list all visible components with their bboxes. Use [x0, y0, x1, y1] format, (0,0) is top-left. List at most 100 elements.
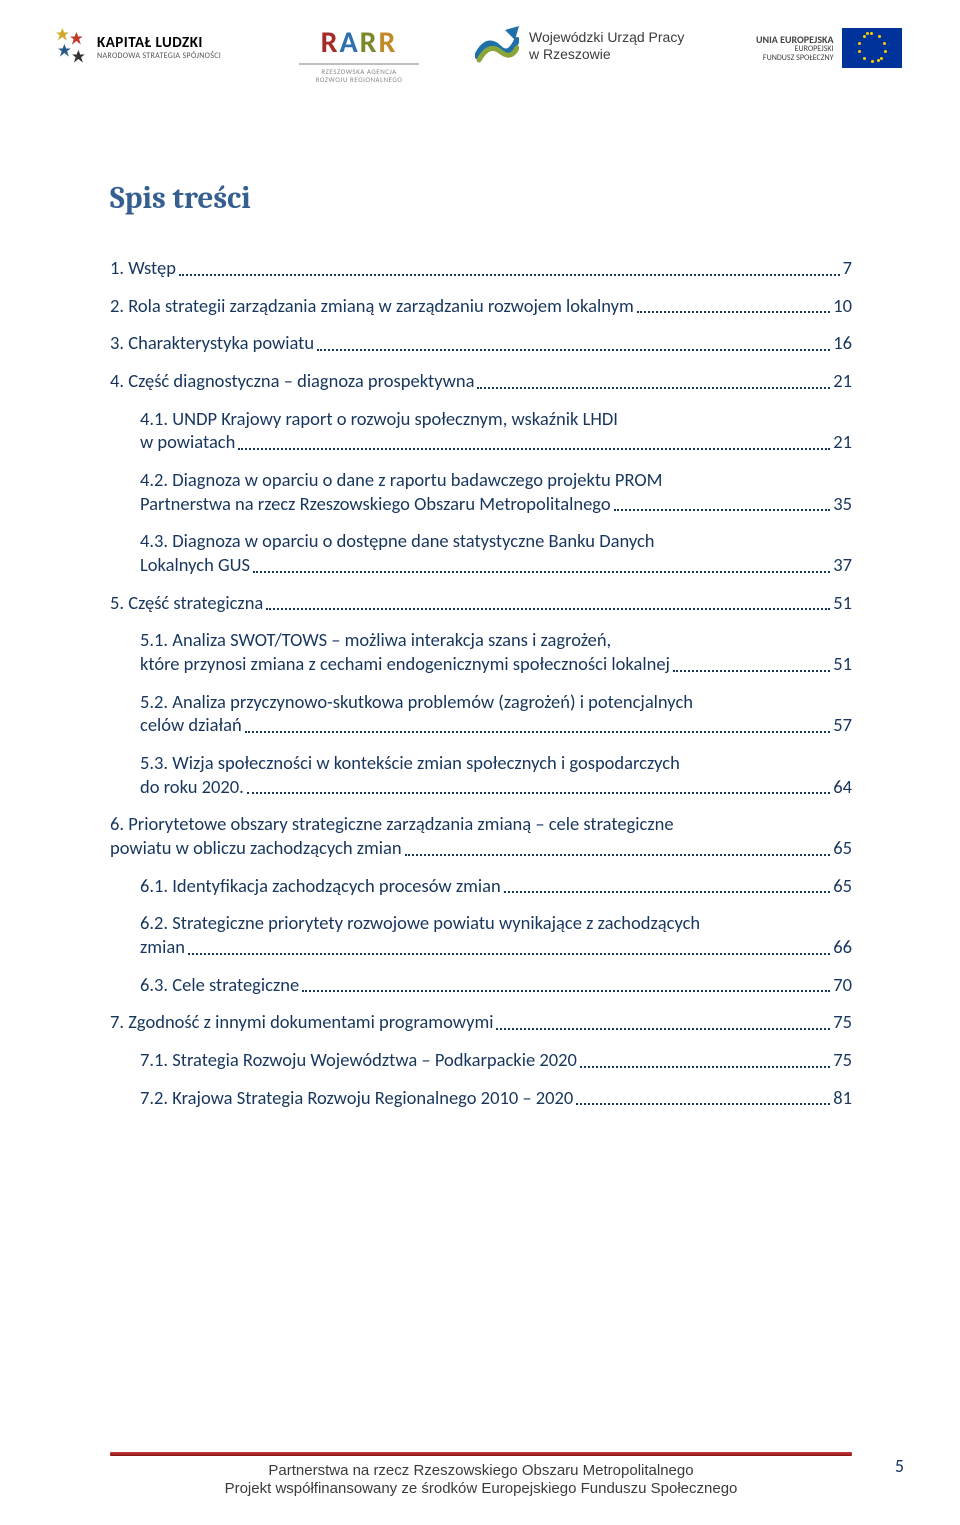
logo-kapital-ludzki: KAPITAŁ LUDZKI NARODOWA STRATEGIA SPÓJNO… [55, 28, 221, 68]
toc-entry-page: 10 [833, 294, 852, 318]
rarr-subtitle: RZESZOWSKA AGENCJA ROZWOJU REGIONALNEGO [316, 68, 403, 83]
toc-entry-text-line1: 6. Priorytetowe obszary strategiczne zar… [110, 812, 852, 836]
toc-leader-dots [247, 791, 830, 794]
toc-entry-page: 75 [833, 1010, 852, 1034]
toc-entry: 5. Część strategiczna 51 [110, 591, 852, 615]
toc-leader-dots [238, 447, 830, 450]
toc-leader-dots [496, 1027, 830, 1030]
rarr-wordmark: RARR [321, 24, 398, 61]
toc-entry-text: 7.2. Krajowa Strategia Rozwoju Regionaln… [140, 1086, 573, 1110]
toc-entry: 7.1. Strategia Rozwoju Województwa – Pod… [110, 1048, 852, 1072]
kapital-ludzki-icon [55, 28, 89, 68]
toc-entry-text-line2: zmian [140, 935, 185, 959]
toc-entry-text-line2: do roku 2020. [140, 775, 244, 799]
toc-entry-page: 16 [833, 331, 852, 355]
toc-leader-dots [405, 853, 831, 856]
page-number: 5 [895, 1455, 904, 1477]
toc-entry: 4.3. Diagnoza w oparciu o dostępne dane … [110, 529, 852, 576]
toc-entry: 4.2. Diagnoza w oparciu o dane z raportu… [110, 468, 852, 515]
logo-rarr: RARR RZESZOWSKA AGENCJA ROZWOJU REGIONAL… [299, 24, 419, 83]
toc-leader-dots [504, 890, 830, 893]
toc-leader-dots [266, 607, 830, 610]
toc-entry-page: 51 [833, 652, 852, 676]
toc-leader-dots [673, 669, 830, 672]
toc-entry: 5.3. Wizja społeczności w kontekście zmi… [110, 751, 852, 798]
toc-entry-page: 81 [833, 1086, 852, 1110]
toc-entry-page: 35 [833, 492, 852, 516]
toc-leader-dots [302, 989, 830, 992]
toc-entry: 1. Wstęp 7 [110, 256, 852, 280]
toc-entry-page: 21 [833, 430, 852, 454]
footer-text: Partnerstwa na rzecz Rzeszowskiego Obsza… [110, 1462, 852, 1500]
toc-leader-dots [576, 1102, 830, 1105]
toc-entry-text-line1: 5.1. Analiza SWOT/TOWS – możliwa interak… [140, 628, 852, 652]
toc-entry: 3. Charakterystyka powiatu 16 [110, 331, 852, 355]
toc-entry-text-line2: powiatu w obliczu zachodzących zmian [110, 836, 402, 860]
toc-entry-page: 75 [833, 1048, 852, 1072]
toc-entry-page: 7 [843, 256, 852, 280]
toc-leader-dots [614, 508, 831, 511]
toc-entry: 4.1. UNDP Krajowy raport o rozwoju społe… [110, 407, 852, 454]
kl-title: KAPITAŁ LUDZKI [97, 36, 221, 52]
toc-entry-text-line2: Lokalnych GUS [140, 553, 250, 577]
toc-entry-text: 7.1. Strategia Rozwoju Województwa – Pod… [140, 1048, 577, 1072]
eu-flag-icon [842, 28, 902, 68]
kapital-ludzki-text: KAPITAŁ LUDZKI NARODOWA STRATEGIA SPÓJNO… [97, 36, 221, 60]
toc-leader-dots [317, 348, 830, 351]
toc-entry-page: 37 [833, 553, 852, 577]
toc-entry-text-line2: które przynosi zmiana z cechami endogeni… [140, 652, 670, 676]
rarr-divider [299, 63, 419, 65]
toc-entry-text: 3. Charakterystyka powiatu [110, 331, 314, 355]
toc-entry-page: 70 [833, 973, 852, 997]
logo-wup: Wojewódzki Urząd Pracy w Rzeszowie [475, 26, 684, 66]
page-title: Spis treści [110, 180, 251, 216]
toc-entry-text-line2: celów działań [140, 713, 242, 737]
wup-icon [475, 26, 519, 66]
kl-subtitle: NARODOWA STRATEGIA SPÓJNOŚCI [97, 52, 221, 60]
toc-entry-text-line1: 4.2. Diagnoza w oparciu o dane z raportu… [140, 468, 852, 492]
eu-text: UNIA EUROPEJSKA EUROPEJSKI FUNDUSZ SPOŁE… [756, 34, 834, 63]
toc-entry-text: 1. Wstęp [110, 256, 176, 280]
toc-entry-text-line1: 5.3. Wizja społeczności w kontekście zmi… [140, 751, 852, 775]
toc-entry-text-line1: 4.1. UNDP Krajowy raport o rozwoju społe… [140, 407, 852, 431]
toc-leader-dots [637, 310, 830, 313]
toc-entry-text: 6.1. Identyfikacja zachodzących procesów… [140, 874, 501, 898]
toc-entry-text-line2: w powiatach [140, 430, 235, 454]
toc-entry: 5.1. Analiza SWOT/TOWS – możliwa interak… [110, 628, 852, 675]
toc-entry-page: 65 [833, 874, 852, 898]
toc-entry-page: 57 [833, 713, 852, 737]
toc-entry-text-line1: 5.2. Analiza przyczynowo-skutkowa proble… [140, 690, 852, 714]
toc-entry-text-line1: 4.3. Diagnoza w oparciu o dostępne dane … [140, 529, 852, 553]
table-of-contents: 1. Wstęp 7 2. Rola strategii zarządzania z… [110, 256, 852, 1123]
toc-entry: 6. Priorytetowe obszary strategiczne zar… [110, 812, 852, 859]
toc-entry-page: 21 [833, 369, 852, 393]
toc-entry: 4. Część diagnostyczna – diagnoza prospe… [110, 369, 852, 393]
toc-entry-text: 7. Zgodność z innymi dokumentami program… [110, 1010, 493, 1034]
toc-entry-page: 51 [833, 591, 852, 615]
footer-bar [110, 1452, 852, 1456]
toc-entry: 7.2. Krajowa Strategia Rozwoju Regionaln… [110, 1086, 852, 1110]
toc-entry: 5.2. Analiza przyczynowo-skutkowa proble… [110, 690, 852, 737]
header-logos: KAPITAŁ LUDZKI NARODOWA STRATEGIA SPÓJNO… [0, 22, 960, 117]
toc-entry-page: 65 [833, 836, 852, 860]
toc-leader-dots [253, 570, 830, 573]
toc-leader-dots [477, 386, 830, 389]
document-page: KAPITAŁ LUDZKI NARODOWA STRATEGIA SPÓJNO… [0, 0, 960, 1525]
toc-entry-text: 6.3. Cele strategiczne [140, 973, 299, 997]
toc-entry-page: 66 [833, 935, 852, 959]
toc-entry-text: 4. Część diagnostyczna – diagnoza prospe… [110, 369, 474, 393]
toc-entry: 6.2. Strategiczne priorytety rozwojowe p… [110, 911, 852, 958]
toc-leader-dots [179, 273, 840, 276]
page-footer: Partnerstwa na rzecz Rzeszowskiego Obsza… [110, 1452, 852, 1500]
toc-entry: 7. Zgodność z innymi dokumentami program… [110, 1010, 852, 1034]
toc-leader-dots [580, 1065, 830, 1068]
toc-entry-text-line1: 6.2. Strategiczne priorytety rozwojowe p… [140, 911, 852, 935]
toc-entry-text: 5. Część strategiczna [110, 591, 263, 615]
toc-entry: 2. Rola strategii zarządzania zmianą w z… [110, 294, 852, 318]
toc-entry: 6.1. Identyfikacja zachodzących procesów… [110, 874, 852, 898]
wup-text: Wojewódzki Urząd Pracy w Rzeszowie [529, 29, 684, 63]
toc-entry-text: 2. Rola strategii zarządzania zmianą w z… [110, 294, 634, 318]
toc-entry: 6.3. Cele strategiczne 70 [110, 973, 852, 997]
toc-leader-dots [245, 730, 831, 733]
toc-entry-page: 64 [833, 775, 852, 799]
